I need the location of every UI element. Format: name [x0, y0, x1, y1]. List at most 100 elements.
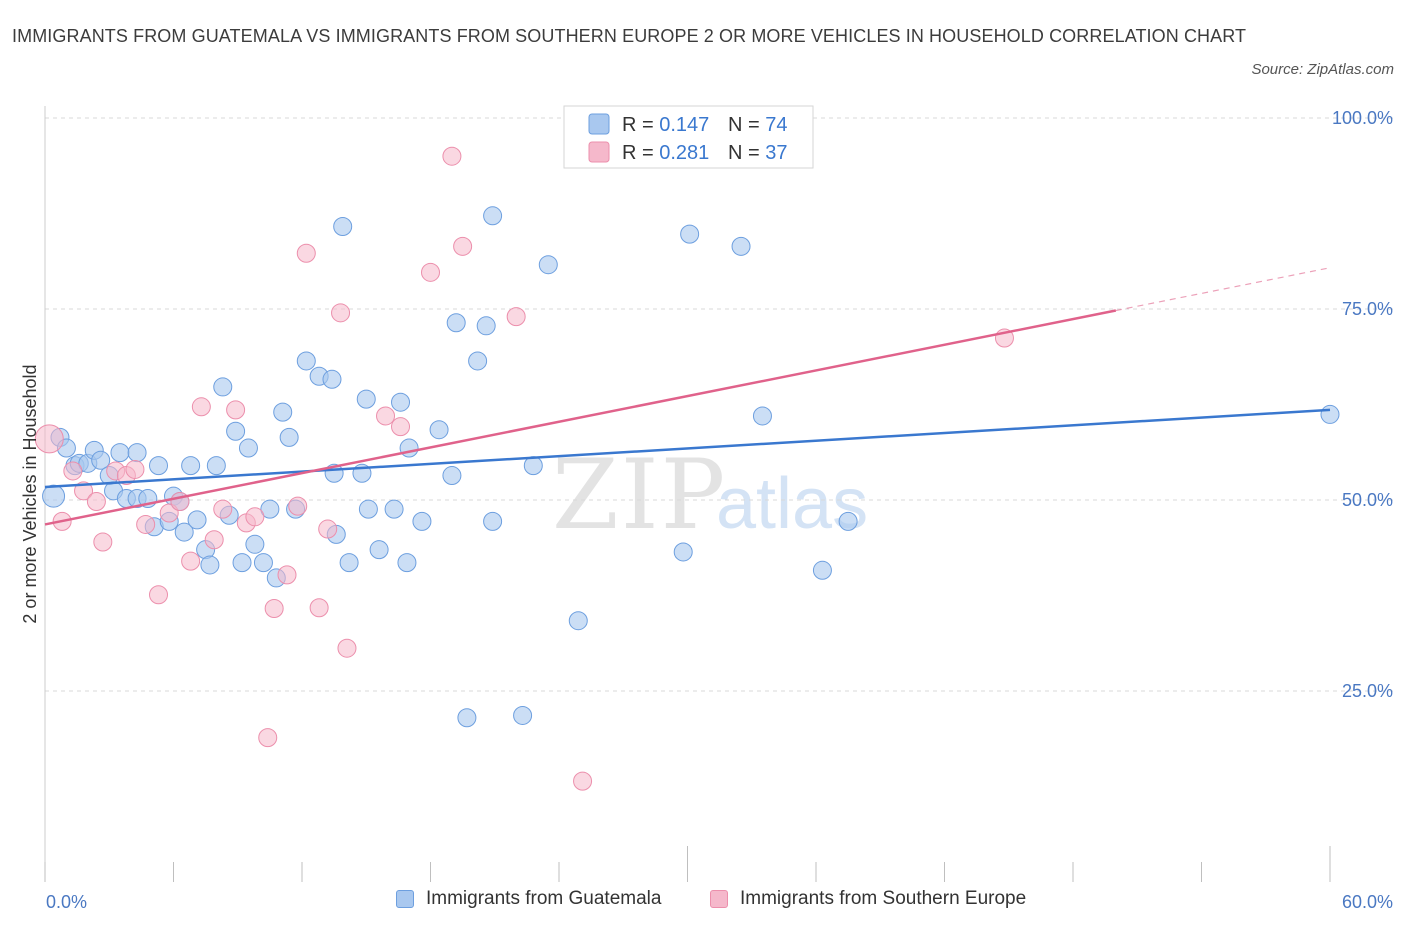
data-point-guatemala [397, 553, 417, 573]
data-point-southern-europe [63, 461, 83, 481]
axis-labels: 25.0% 50.0% 75.0% 100.0% 0.0% 60.0% 2 or more … [20, 108, 1393, 912]
data-point-guatemala [253, 553, 273, 573]
data-point-guatemala [322, 369, 342, 389]
data-point-southern-europe [442, 146, 462, 166]
legend-item-guatemala: Immigrants from Guatemala [396, 888, 661, 910]
legend-swatch-southern-europe [588, 141, 610, 163]
watermark-zip: ZIP [552, 439, 727, 551]
data-point-southern-europe [213, 499, 233, 519]
data-point-guatemala [260, 499, 280, 519]
data-point-guatemala [399, 438, 419, 458]
data-point-guatemala [568, 611, 588, 631]
data-point-guatemala [468, 351, 488, 371]
data-point-southern-europe [226, 400, 246, 420]
y-tick-label: 25.0% [1342, 681, 1393, 701]
data-point-guatemala [446, 313, 466, 333]
data-point-southern-europe [181, 551, 201, 571]
data-point-southern-europe [191, 397, 211, 417]
series-southern-europe-points [34, 146, 1014, 791]
data-point-guatemala [213, 377, 233, 397]
data-point-guatemala [356, 389, 376, 409]
data-point-guatemala [273, 402, 293, 422]
data-point-guatemala [429, 420, 449, 440]
data-point-guatemala [187, 510, 207, 530]
data-point-guatemala [333, 216, 353, 236]
data-point-guatemala [91, 450, 111, 470]
data-point-southern-europe [506, 307, 526, 327]
data-point-southern-europe [573, 771, 593, 791]
svg-text:N = 37: N = 37 [728, 142, 788, 164]
data-point-southern-europe [125, 459, 145, 479]
data-point-southern-europe [136, 514, 156, 534]
data-point-guatemala [731, 236, 751, 256]
data-point-southern-europe [331, 303, 351, 323]
data-point-guatemala [457, 708, 477, 728]
data-point-guatemala [296, 351, 316, 371]
y-axis-title: 2 or more Vehicles in Household [20, 364, 40, 623]
data-point-southern-europe [288, 496, 308, 516]
data-point-guatemala [538, 255, 558, 275]
data-point-southern-europe [277, 565, 297, 585]
data-point-southern-europe [309, 598, 329, 618]
trend-lines [44, 267, 1331, 526]
data-point-guatemala [752, 406, 772, 426]
legend-label-guatemala: Immigrants from Guatemala [426, 888, 662, 909]
x-tick-label: 60.0% [1342, 892, 1393, 912]
data-point-guatemala [42, 484, 66, 508]
data-point-guatemala [483, 206, 503, 226]
trend-extension-southern-europe [1115, 267, 1331, 312]
data-point-guatemala [391, 392, 411, 412]
x-tick-label: 0.0% [46, 892, 87, 912]
data-point-southern-europe [258, 728, 278, 748]
data-point-southern-europe [453, 236, 473, 256]
data-point-southern-europe [74, 481, 94, 501]
data-point-southern-europe [86, 492, 106, 512]
chart-title: IMMIGRANTS FROM GUATEMALA VS IMMIGRANTS … [12, 26, 1247, 46]
data-point-guatemala [238, 438, 258, 458]
data-point-guatemala [1320, 404, 1340, 424]
legend-item-southern-europe: Immigrants from Southern Europe [710, 888, 1026, 910]
y-tick-label: 100.0% [1332, 108, 1393, 128]
correlation-legend: R = 0.147 N = 74 R = 0.281 N = 37 [563, 105, 814, 169]
data-point-southern-europe [376, 406, 396, 426]
data-point-southern-europe [149, 585, 169, 605]
y-tick-label: 75.0% [1342, 299, 1393, 319]
legend-swatch-blue [396, 890, 414, 908]
series-guatemala-points [42, 206, 1340, 728]
data-point-guatemala [149, 456, 169, 476]
legend-n-value-1: 74 [765, 114, 787, 136]
source-label: Source: ZipAtlas.com [1251, 61, 1394, 78]
data-point-southern-europe [337, 638, 357, 658]
legend-r-label-2: R = [622, 142, 659, 164]
series-legend: Immigrants from Guatemala Immigrants fro… [0, 888, 1406, 916]
data-point-southern-europe [421, 262, 440, 282]
data-point-guatemala [369, 540, 389, 560]
data-point-guatemala [442, 466, 462, 486]
legend-r-label-1: R = [622, 114, 659, 136]
trend-line-guatemala [44, 408, 1331, 489]
data-point-southern-europe [391, 417, 411, 437]
gridlines [45, 117, 1395, 692]
watermark-atlas: atlas [716, 464, 868, 544]
data-point-southern-europe [245, 507, 265, 527]
data-point-guatemala [200, 555, 220, 575]
data-point-guatemala [513, 705, 533, 725]
data-point-guatemala [838, 511, 858, 531]
svg-text:R = 0.147: R = 0.147 [622, 114, 709, 136]
svg-text:N = 74: N = 74 [728, 114, 788, 136]
data-point-southern-europe [93, 532, 113, 552]
data-point-guatemala [206, 456, 226, 476]
data-point-guatemala [358, 499, 378, 519]
legend-n-label-2: N = [728, 142, 765, 164]
data-point-guatemala [476, 316, 496, 336]
data-point-guatemala [384, 499, 404, 519]
data-point-guatemala [339, 553, 359, 573]
data-point-guatemala [181, 456, 201, 476]
data-point-southern-europe [318, 519, 338, 539]
data-point-southern-europe [204, 530, 224, 550]
legend-r-value-1: 0.147 [659, 114, 709, 136]
data-point-guatemala [127, 443, 147, 463]
data-point-guatemala [412, 511, 432, 531]
data-point-guatemala [279, 427, 299, 447]
